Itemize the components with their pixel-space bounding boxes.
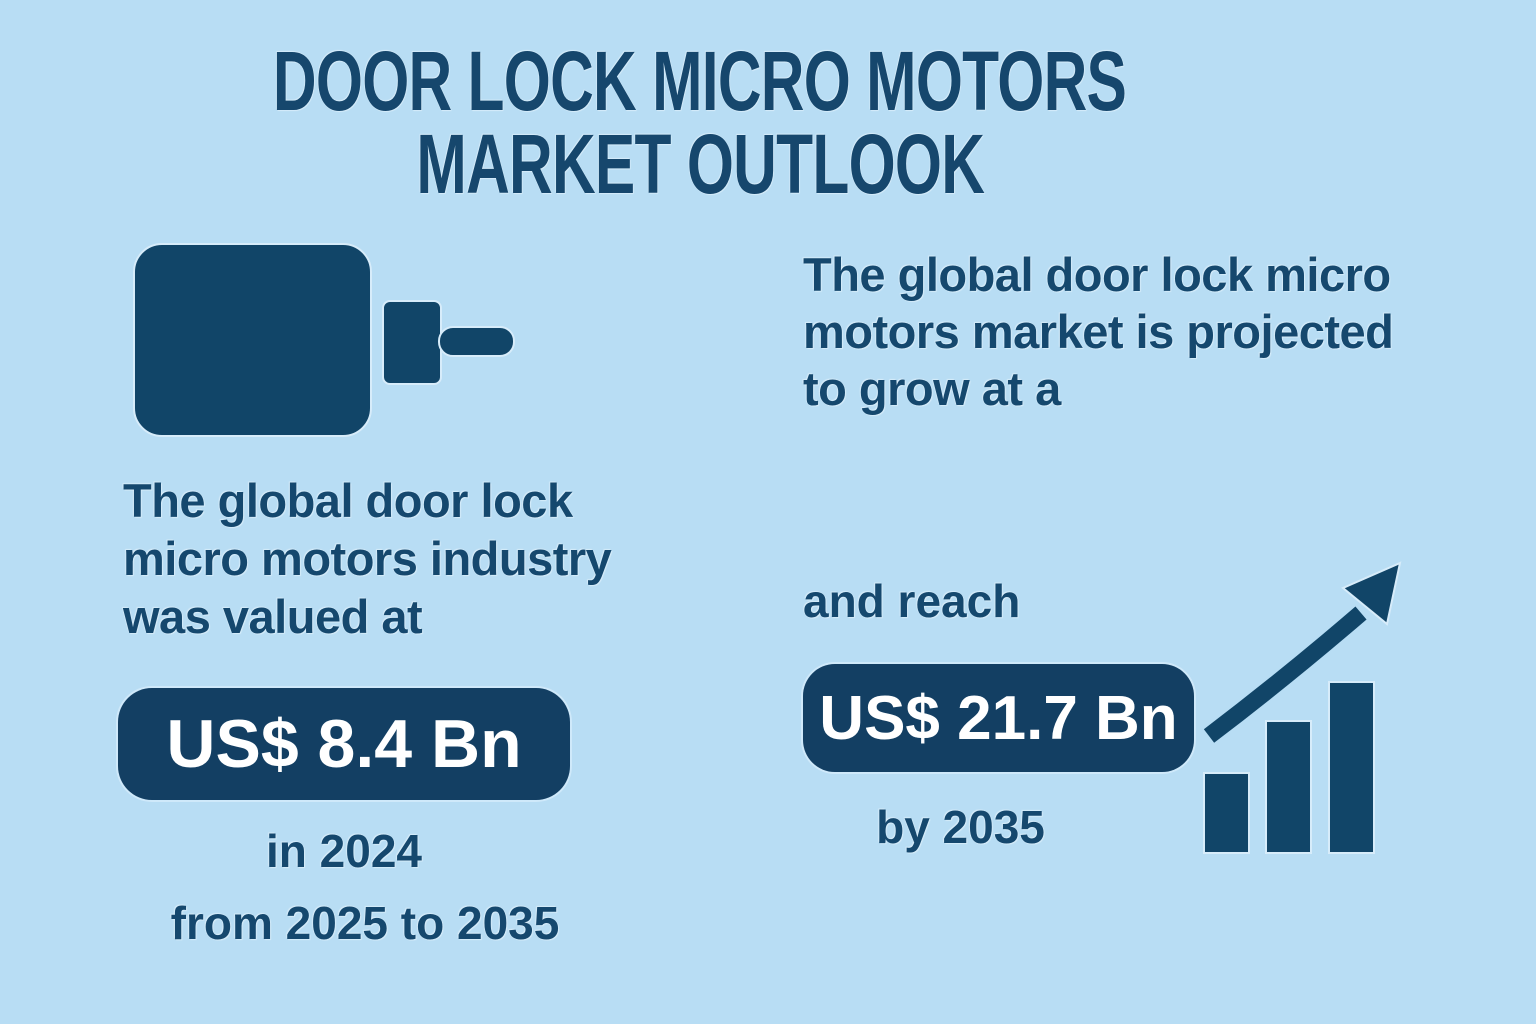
caption-by-2035: by 2035 bbox=[876, 801, 1045, 853]
lead-in-and-reach: and reach bbox=[803, 575, 1021, 627]
market-value-2024-text: US$ 8.4 Bn bbox=[166, 706, 522, 782]
left-paragraph-line: was valued at bbox=[123, 590, 423, 643]
market-value-2035-text: US$ 21.7 Bn bbox=[819, 683, 1178, 753]
page-title-text-2: MARKET OUTLOOK bbox=[416, 117, 985, 211]
left-paragraph-line: The global door lock bbox=[123, 474, 573, 527]
left-paragraph-line: micro motors industry bbox=[123, 532, 612, 585]
page-title-line-1: DOOR LOCK MICRO MOTORS bbox=[0, 39, 1400, 123]
right-paragraph: The global door lock micro motors market… bbox=[803, 246, 1463, 417]
bar-tall bbox=[1328, 681, 1375, 854]
bar-medium bbox=[1265, 720, 1312, 854]
page-title-line-2: MARKET OUTLOOK bbox=[0, 122, 1400, 206]
micro-motor-icon bbox=[133, 243, 515, 437]
growth-chart-icon bbox=[1203, 561, 1402, 854]
caption-forecast-period: from 2025 to 2035 bbox=[170, 897, 560, 949]
arrow-shaft bbox=[1203, 606, 1367, 743]
arrow-head bbox=[1341, 561, 1402, 626]
page-title-text-1: DOOR LOCK MICRO MOTORS bbox=[273, 34, 1127, 128]
right-paragraph-line: to grow at a bbox=[803, 362, 1061, 415]
bar-small bbox=[1203, 772, 1250, 854]
market-value-2035-badge: US$ 21.7 Bn bbox=[803, 664, 1194, 772]
right-paragraph-line: The global door lock micro bbox=[803, 248, 1391, 301]
caption-in-2024: in 2024 bbox=[266, 825, 422, 877]
market-value-2024-badge: US$ 8.4 Bn bbox=[118, 688, 570, 800]
right-paragraph-line: motors market is projected bbox=[803, 305, 1394, 358]
left-paragraph: The global door lock micro motors indust… bbox=[123, 472, 683, 646]
